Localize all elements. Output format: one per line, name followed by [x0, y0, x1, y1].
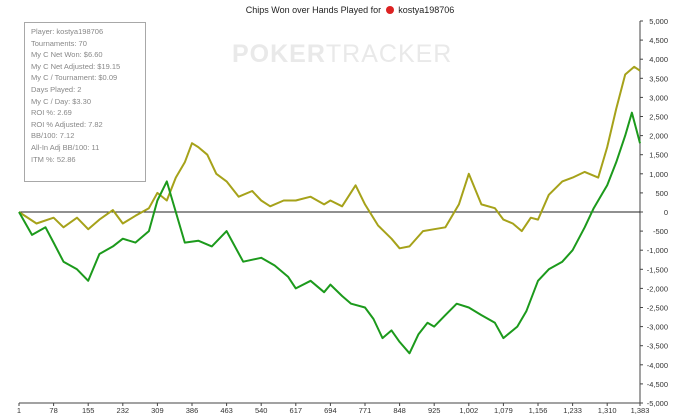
x-tick-label: 1	[17, 406, 21, 415]
stat-line: ROI % Adjusted: 7.82	[31, 119, 103, 129]
y-tick-label: -4,500	[647, 380, 668, 389]
y-tick-label: -1,500	[647, 265, 668, 274]
x-tick-label: 540	[255, 406, 268, 415]
stat-line: BB/100: 7.12	[31, 131, 75, 141]
x-tick-label: 232	[117, 406, 130, 415]
stat-line: My C / Tournament: $0.09	[31, 73, 118, 83]
stat-line: My C Net Won: $6.60	[31, 50, 103, 60]
y-tick-label: 2,500	[649, 113, 668, 122]
x-tick-label: 1,002	[459, 406, 478, 415]
x-tick-label: 463	[220, 406, 233, 415]
y-tick-label: 0	[664, 208, 668, 217]
x-tick-label: 617	[290, 406, 303, 415]
series-line-0	[18, 65, 641, 250]
y-tick-label: 1,000	[649, 170, 668, 179]
y-tick-label: 4,000	[649, 55, 668, 64]
x-tick-label: 155	[82, 406, 95, 415]
y-tick-label: -500	[653, 227, 668, 236]
x-tick-label: 771	[359, 406, 372, 415]
y-tick-label: -3,500	[647, 342, 668, 351]
x-tick-label: 848	[393, 406, 406, 415]
x-tick-label: 1,156	[529, 406, 548, 415]
x-tick-label: 309	[151, 406, 164, 415]
x-tick-label: 1,233	[563, 406, 582, 415]
y-tick-label: -2,000	[647, 284, 668, 293]
chart-title: Chips Won over Hands Played for kostya19…	[0, 5, 700, 15]
stat-line: Player: kostya198706	[31, 27, 104, 36]
pokerstars-logo-icon	[385, 6, 394, 14]
x-tick-label: 925	[428, 406, 441, 415]
stat-line: My C Net Adjusted: $19.15	[31, 61, 121, 71]
y-tick-label: -3,000	[647, 323, 668, 332]
stat-line: ROI %: 2.69	[31, 108, 72, 118]
y-tick-label: 2,000	[649, 132, 668, 141]
x-tick-label: 1,079	[494, 406, 513, 415]
x-tick-label: 694	[324, 406, 337, 415]
x-tick-label: 78	[49, 406, 57, 415]
y-tick-label: -2,500	[647, 304, 668, 313]
y-tick-label: -1,000	[647, 246, 668, 255]
stat-line: All-In Adj BB/100: 11	[31, 142, 100, 152]
chart-title-player: kostya198706	[398, 5, 455, 15]
stats-panel: Player: kostya198706 Tournaments: 70 My C …	[24, 22, 146, 182]
stat-line: My C / Day: $3.30	[31, 96, 92, 106]
y-tick-label: -4,000	[647, 361, 668, 370]
y-tick-label: 5,000	[649, 17, 668, 26]
watermark-part-a: POKER	[232, 40, 326, 68]
x-tick-label: 1,310	[598, 406, 617, 415]
y-tick-label: 4,500	[649, 36, 668, 45]
y-tick-label: 3,500	[649, 74, 668, 83]
series-line-1	[18, 111, 641, 355]
y-tick-label: -5,000	[647, 399, 668, 408]
watermark-part-b: TRACKER	[325, 40, 453, 68]
y-tick-label: 500	[655, 189, 668, 198]
y-tick-label: 1,500	[649, 151, 668, 160]
y-tick-label: 3,000	[649, 93, 668, 102]
stat-line: Tournaments: 70	[31, 38, 87, 48]
chart-title-text: Chips Won over Hands Played for	[245, 5, 382, 15]
stat-line: Days Played: 2	[31, 84, 82, 94]
x-tick-label: 386	[186, 406, 199, 415]
x-tick-label: 1,383	[631, 406, 650, 415]
stat-line: ITM %: 52.86	[31, 154, 76, 164]
pokertracker-watermark: POKERTRACKER	[232, 40, 452, 69]
